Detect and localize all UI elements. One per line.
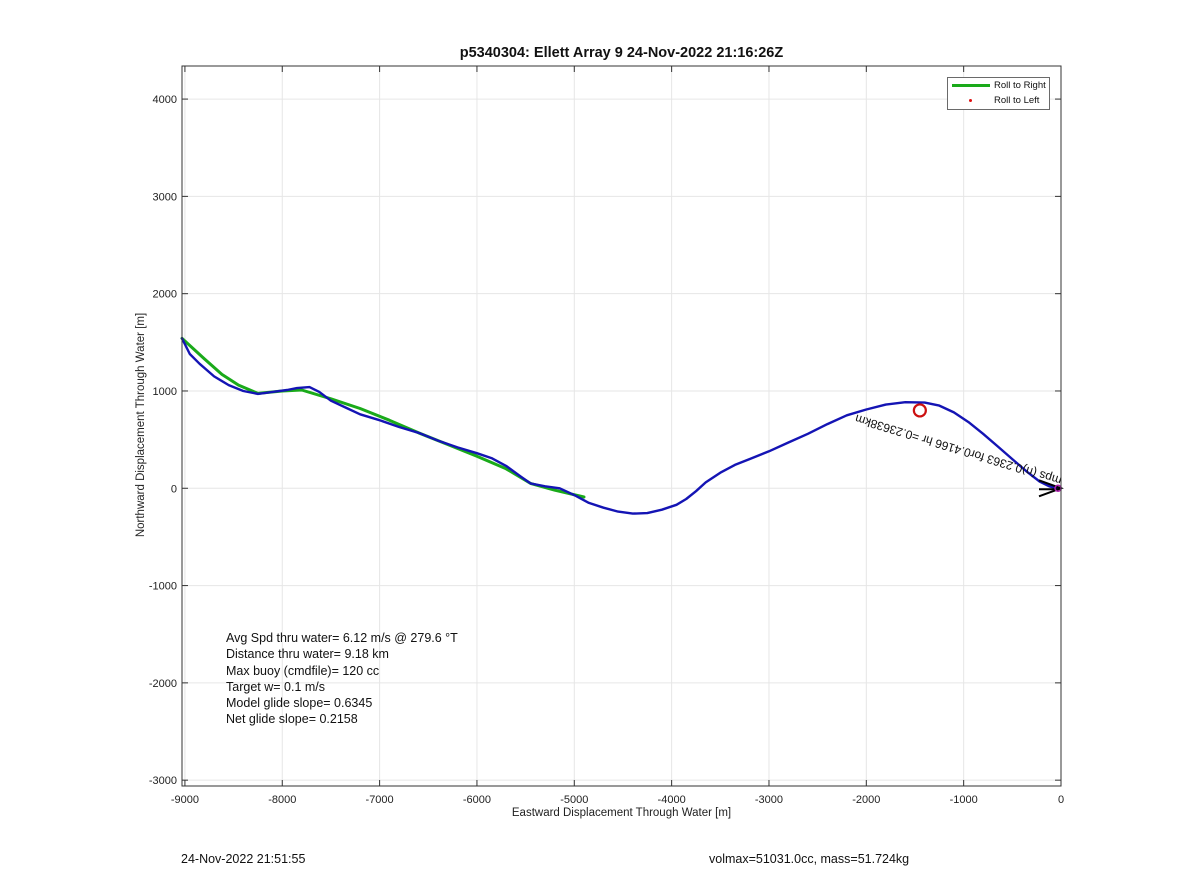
stat-max-buoy: Max buoy (cmdfile)= 120 cc [226, 663, 380, 678]
stat-net-glide: Net glide slope= 0.2158 [226, 712, 358, 727]
grid-lines [182, 66, 1062, 786]
stat-distance: Distance thru water= 9.18 km [226, 647, 389, 662]
x-tick-label: -4000 [658, 794, 686, 806]
x-tick-label: -9000 [171, 794, 199, 806]
x-tick-label: -7000 [366, 794, 394, 806]
stat-target-w: Target w= 0.1 m/s [226, 679, 325, 694]
x-tick-label: -5000 [560, 794, 588, 806]
x-tick-label: 0 [1058, 794, 1064, 806]
series-line-track [180, 337, 1063, 515]
y-tick-label: -3000 [149, 775, 177, 787]
series-line-roll-right [180, 336, 586, 499]
footer-timestamp: 24-Nov-2022 21:51:55 [181, 852, 306, 866]
stat-model-glide: Model glide slope= 0.6345 [226, 696, 373, 711]
footer-volmax-mass: volmax=51031.0cc, mass=51.724kg [709, 852, 910, 866]
y-tick-label: 4000 [153, 94, 177, 106]
series-layer [180, 336, 1063, 515]
axes-box [181, 65, 1062, 787]
x-tick-label: -3000 [755, 794, 783, 806]
y-tick-label: -2000 [149, 678, 177, 690]
stat-avg-speed: Avg Spd thru water= 6.12 m/s @ 279.6 °T [226, 631, 458, 645]
target-circle-marker [912, 403, 927, 418]
y-tick-label: -1000 [149, 581, 177, 593]
y-tick-label: 2000 [153, 289, 177, 301]
x-tick-label: -2000 [852, 794, 880, 806]
x-tick-label: -6000 [463, 794, 491, 806]
legend: Roll to Right Roll to Left [947, 77, 1050, 110]
x-axis-label: Eastward Displacement Through Water [m] [511, 807, 732, 819]
chart-title: p5340304: Ellett Array 9 24-Nov-2022 21:… [459, 45, 784, 61]
marker-layer: mps (n)0.2363 for0.4166 hr =0.23638km [853, 403, 1064, 498]
x-tick-label: -1000 [950, 794, 978, 806]
axis-ticks: -9000 -8000 -7000 -6000 -5000 -4000 -3000 -2000… [149, 66, 1064, 806]
legend-item-roll-left: Roll to Left [948, 94, 1049, 108]
stats-block: Avg Spd thru water= 6.12 m/s @ 279.6 °T … [226, 630, 458, 728]
legend-label: Roll to Right [994, 80, 1046, 91]
legend-dot-swatch [969, 99, 972, 102]
y-tick-label: 3000 [153, 191, 177, 203]
legend-label: Roll to Left [994, 95, 1040, 106]
annotation-text: mps (n)0.2363 for0.4166 hr =0.23638km [853, 412, 1063, 488]
y-tick-label: 0 [171, 483, 177, 495]
legend-line-swatch [952, 84, 990, 87]
y-tick-label: 1000 [153, 386, 177, 398]
x-tick-label: -8000 [268, 794, 296, 806]
y-axis-label: Northward Displacement Through Water [m] [135, 312, 147, 538]
legend-item-roll-right: Roll to Right [948, 79, 1049, 93]
